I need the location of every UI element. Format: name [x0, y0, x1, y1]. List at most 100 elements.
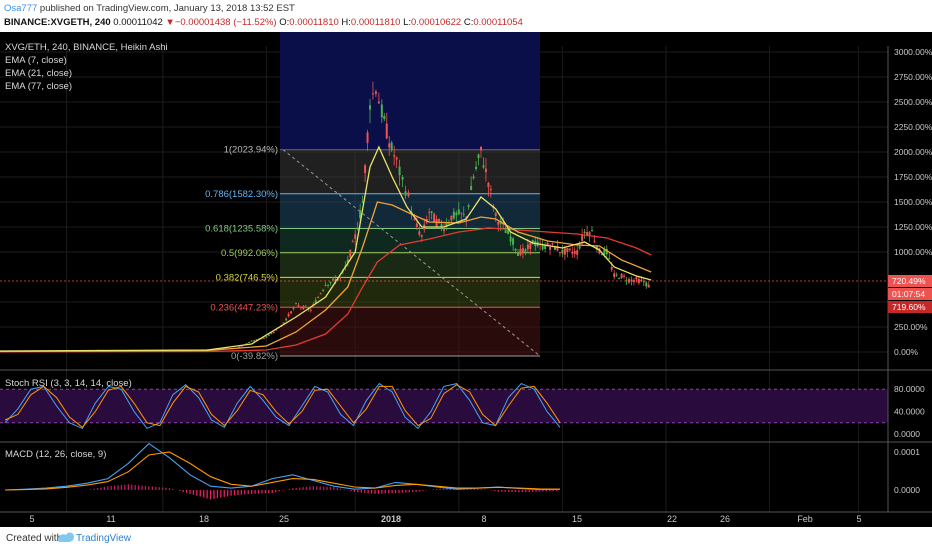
main-legend: XVG/ETH, 240, BINANCE, Heikin Ashi EMA (… [5, 42, 168, 460]
candle-body [297, 305, 300, 307]
candle-body [623, 275, 626, 277]
candle-body [438, 219, 441, 222]
candle-body [630, 279, 633, 282]
candle-body [635, 277, 638, 280]
stoch-rsi-pane[interactable] [0, 382, 888, 430]
price-axis-label: 1750.00% [894, 172, 932, 182]
candle-body [250, 340, 253, 342]
candle-body [371, 93, 374, 95]
price-axis-label: 2000.00% [894, 147, 932, 157]
candle-body [255, 339, 258, 341]
down-arrow-icon: ▼ [165, 17, 175, 28]
open-value: 0.00011810 [289, 17, 339, 28]
legend-ema21: EMA (21, close) [5, 68, 72, 79]
ema-lines [0, 145, 652, 353]
candle-body [364, 165, 367, 174]
candle-body [336, 279, 339, 281]
candle-body [275, 329, 278, 331]
candle-body [351, 241, 354, 243]
candle-body [551, 243, 554, 245]
candle-body [319, 293, 322, 295]
candle-body [440, 224, 443, 228]
candle-body [517, 253, 519, 256]
candle-body [578, 246, 581, 249]
candle-body [395, 157, 398, 160]
candle-body [332, 278, 334, 280]
candle-body [524, 249, 527, 252]
price-axis-label: 1000.00% [894, 247, 932, 257]
candle-body [359, 210, 362, 218]
chart-canvas[interactable]: 1(2023.94%) 0.786(1582.30%) 0.618(1235.58%… [0, 32, 932, 527]
stoch-title: Stoch RSI (3, 3, 14, 14, close) [5, 378, 132, 389]
tradingview-brand[interactable]: TradingView [76, 533, 132, 544]
candle-body [556, 246, 559, 251]
price-tag-label: 719.60% [892, 302, 926, 312]
price-axis-label: 0.00% [894, 347, 919, 357]
price-axis-label: 2500.00% [894, 97, 932, 107]
macd-signal-line [4, 451, 561, 491]
open-label: O: [279, 17, 290, 28]
candle-body [295, 303, 297, 305]
candle-body [460, 212, 463, 214]
candle-body [238, 346, 241, 348]
author-link[interactable]: Osa777 [4, 3, 38, 14]
stoch-axis-label: 80.0000 [894, 384, 925, 394]
candle-body [571, 251, 574, 254]
candle-body [600, 254, 603, 256]
time-axis-label: 5 [856, 514, 861, 524]
fibonacci-retracement[interactable] [280, 32, 541, 357]
candle-body [270, 333, 273, 335]
candle-body [573, 250, 576, 254]
candle-body [494, 212, 497, 216]
low-label: L: [403, 17, 411, 28]
candle-body [248, 342, 251, 344]
candle-body [282, 322, 285, 324]
footer: Created with TradingView [0, 527, 932, 550]
candle-body [591, 230, 593, 232]
candle-body [647, 284, 650, 288]
candle-body [420, 235, 423, 237]
candle-body [487, 182, 490, 188]
candle-body [443, 229, 445, 231]
candle-body [267, 334, 270, 336]
price-change: −0.00001438 (−11.52%) [174, 17, 277, 28]
ema-line-ema21 [0, 201, 652, 353]
candle-body [610, 266, 613, 270]
candle-body [620, 273, 623, 278]
macd-axis-label: 0.0001 [894, 447, 920, 457]
candle-body [302, 305, 305, 310]
candle-body [497, 221, 500, 225]
candle-body [576, 250, 579, 255]
fib-level-label: 0.382(746.5%) [216, 272, 278, 283]
fib-level-label: 0(-39.82%) [231, 351, 278, 362]
candle-body [285, 318, 288, 321]
close-label: C: [463, 17, 474, 28]
candle-body [637, 278, 640, 284]
candle-body [450, 215, 453, 221]
candle-body [390, 142, 393, 150]
price-axis[interactable]: 80.0000 40.0000 0.0000 0.0001 0.0000 3000.00%… [0, 47, 932, 495]
legend-ema77: EMA (77, close) [5, 81, 72, 92]
macd-line [4, 442, 561, 491]
candle-body [583, 231, 586, 233]
price-axis-label: 3000.00% [894, 47, 932, 57]
price-axis-label: 1250.00% [894, 222, 932, 232]
candle-body [489, 188, 492, 191]
time-axis[interactable]: 5 11 18 25 2018 8 15 22 26 Feb 5 [29, 514, 861, 524]
candle-body [334, 279, 337, 282]
candle-body [526, 244, 529, 250]
candle-body [625, 280, 628, 282]
macd-pane[interactable] [4, 442, 561, 500]
stoch-k-line [4, 382, 561, 430]
candle-body [354, 234, 357, 239]
candle-body [413, 219, 416, 221]
symbol-line: BINANCE:XVGETH, 240 0.00011042 ▼−0.00001… [4, 17, 523, 29]
candle-body [430, 211, 433, 213]
candle-body [504, 230, 507, 233]
candle-body [593, 240, 596, 242]
fib-level-label: 1(2023.94%) [224, 145, 278, 156]
candle-body [324, 284, 327, 286]
candle-body [640, 279, 643, 282]
price-tag-label: 720.49% [892, 276, 926, 286]
main-title: XVG/ETH, 240, BINANCE, Heikin Ashi [5, 42, 168, 53]
